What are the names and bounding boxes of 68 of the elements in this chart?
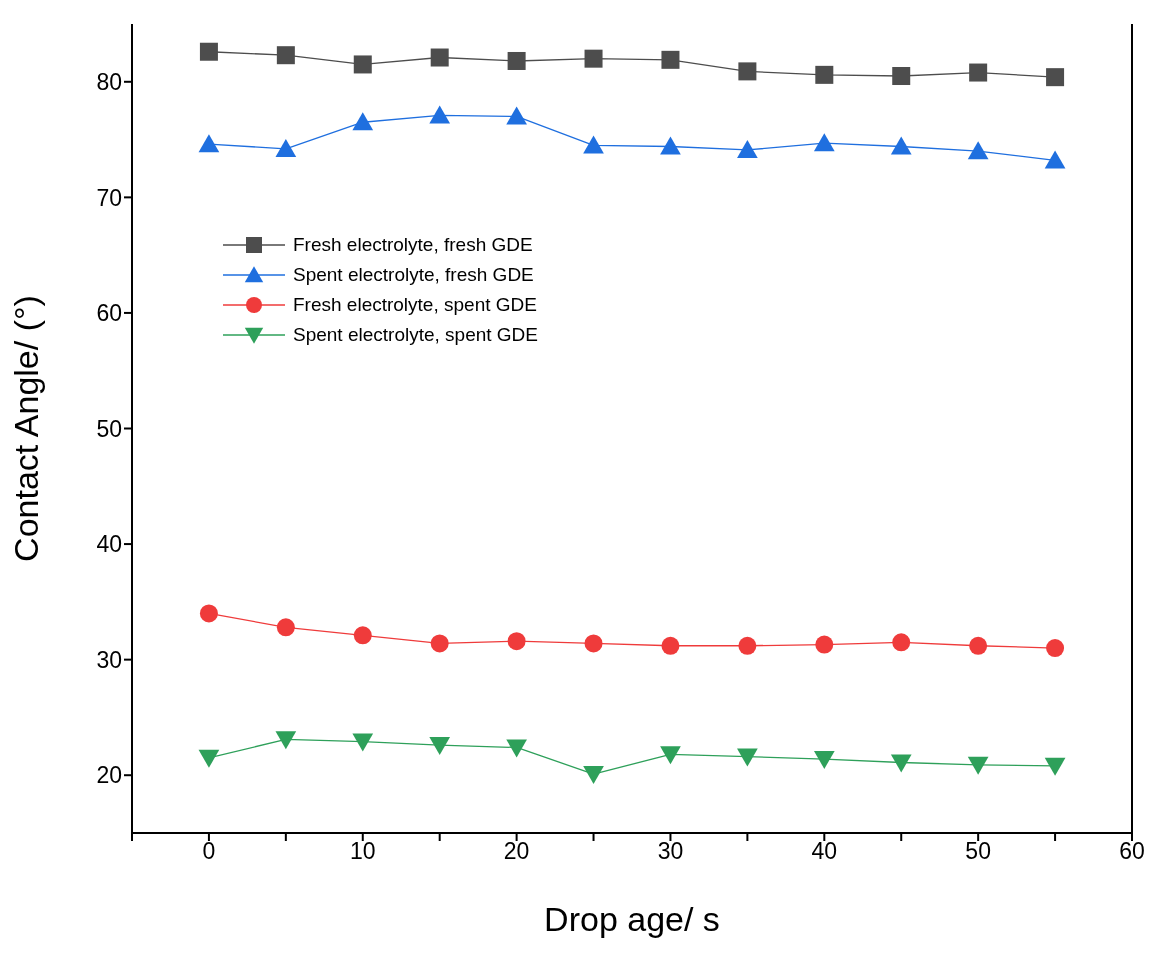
point (430, 634, 449, 653)
point (813, 133, 835, 152)
point (353, 55, 372, 74)
y-tick-label: 30 (96, 646, 122, 673)
x-tick-label: 50 (965, 838, 991, 865)
legend-label: Fresh electrolyte, spent GDE (293, 294, 537, 316)
point (506, 106, 527, 125)
point (969, 636, 988, 655)
legend-label: Spent electrolyte, fresh GDE (293, 264, 534, 286)
x-tick-label: 40 (811, 838, 838, 865)
x-axis-title: Drop age/ s (544, 900, 720, 938)
x-tick-label: 60 (1119, 838, 1145, 865)
y-tick-label: 20 (96, 762, 122, 789)
legend-label: Spent electrolyte, spent GDE (293, 324, 539, 346)
point (892, 67, 911, 86)
point (352, 733, 374, 752)
y-axis-title: Contact Angle/ (°) (7, 295, 45, 562)
point (813, 750, 835, 769)
point (737, 748, 758, 767)
point (199, 42, 218, 61)
y-tick-label: 40 (96, 531, 122, 558)
point (1046, 639, 1065, 658)
point (890, 136, 912, 155)
point (737, 140, 758, 159)
x-tick-label: 10 (349, 838, 376, 865)
point (967, 756, 989, 775)
point (275, 138, 297, 157)
y-tick-label: 60 (96, 300, 122, 327)
point (506, 739, 527, 758)
point (584, 49, 603, 68)
point (507, 632, 526, 651)
x-tick-label: 0 (202, 838, 216, 865)
point (430, 48, 449, 67)
point (275, 731, 297, 750)
x-tick-label: 20 (503, 838, 530, 865)
point (429, 737, 451, 756)
point (1046, 68, 1065, 87)
point (815, 635, 834, 654)
point (1044, 150, 1066, 169)
point (429, 105, 451, 124)
point (583, 765, 604, 784)
point (967, 141, 989, 160)
point (660, 136, 681, 155)
point (352, 112, 374, 131)
point (892, 633, 911, 652)
point (198, 749, 220, 768)
point (584, 634, 603, 653)
y-tick-label: 80 (96, 68, 122, 95)
point (661, 50, 680, 69)
y-tick-label: 50 (96, 415, 122, 442)
point (738, 62, 757, 81)
point (507, 51, 526, 70)
point (199, 604, 218, 623)
point (583, 135, 604, 154)
point (890, 754, 912, 773)
legend-label: Fresh electrolyte, fresh GDE (293, 234, 533, 256)
point (738, 636, 757, 655)
point (276, 46, 295, 65)
point (661, 636, 680, 655)
point (353, 626, 372, 645)
point (969, 63, 988, 82)
x-tick-label: 30 (657, 838, 684, 865)
point (815, 65, 834, 84)
point (660, 746, 681, 765)
point (198, 134, 220, 153)
y-tick-label: 70 (96, 184, 122, 211)
point (276, 618, 295, 637)
point (1044, 757, 1066, 776)
